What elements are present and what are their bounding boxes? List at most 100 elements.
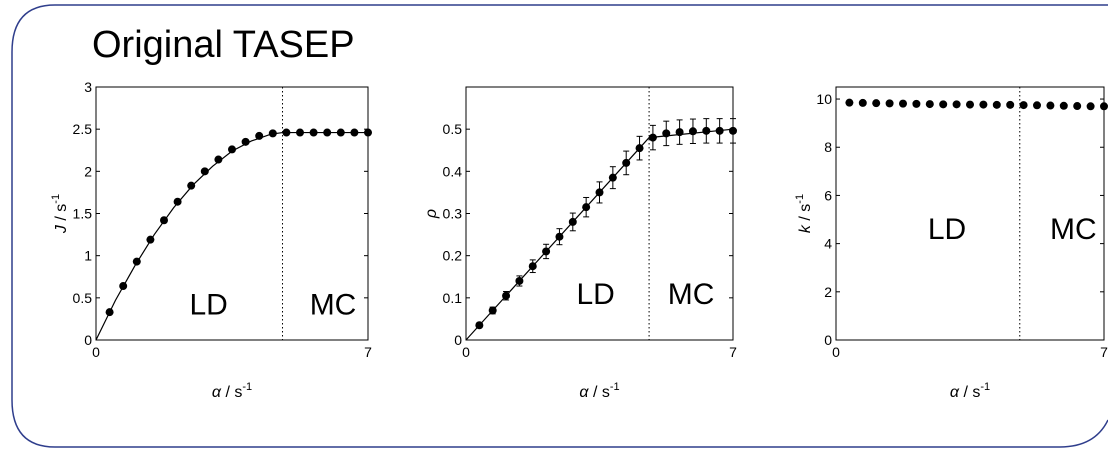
data-point (1019, 101, 1028, 110)
data-point (899, 99, 907, 108)
data-point (364, 128, 372, 137)
data-point (595, 188, 604, 197)
data-point (132, 257, 141, 266)
x-tick-label: 0 (462, 344, 470, 360)
rounded-frame-border (11, 4, 1108, 448)
data-point (1086, 102, 1095, 111)
data-point (729, 126, 737, 135)
data-point (845, 98, 854, 107)
data-point (885, 99, 894, 108)
x-tick-label: 0 (832, 344, 840, 360)
data-point (502, 291, 511, 300)
x-tick-label: 7 (1100, 344, 1108, 360)
y-tick-label: 6 (824, 187, 832, 203)
y-tick-label: 0.2 (443, 248, 463, 264)
data-point (241, 137, 250, 146)
x-axis-label: α / s-1 (579, 381, 619, 401)
data-point (515, 276, 524, 285)
data-point (635, 144, 644, 153)
data-point (268, 129, 277, 138)
data-point (688, 127, 697, 136)
y-axis-label: k / s-1 (794, 194, 814, 233)
data-point (1033, 101, 1041, 110)
data-point (309, 128, 318, 137)
x-axis-label: α / s-1 (212, 381, 252, 401)
data-point (662, 129, 671, 138)
y-tick-label: 0.1 (443, 290, 463, 306)
y-tick-label: 2 (824, 284, 832, 300)
data-point (568, 217, 577, 226)
data-point (675, 128, 684, 137)
x-tick-label: 0 (92, 344, 100, 360)
y-tick-label: 0.3 (443, 206, 463, 222)
data-point (528, 262, 537, 271)
plot-frame (835, 86, 1105, 341)
region-label: LD (928, 213, 966, 246)
data-point (872, 99, 881, 108)
data-point (979, 100, 988, 109)
y-tick-label: 2.5 (73, 121, 93, 137)
y-axis-label: J / s-1 (50, 194, 70, 234)
data-point (323, 128, 332, 137)
data-point (228, 145, 236, 154)
y-tick-label: 0 (824, 332, 832, 348)
data-point (858, 98, 867, 107)
data-point (715, 126, 724, 135)
data-point (966, 100, 974, 109)
data-point (296, 128, 304, 137)
data-point (702, 126, 711, 135)
data-point (952, 100, 961, 109)
data-point (255, 131, 264, 140)
data-point (992, 100, 1001, 109)
data-point (555, 232, 564, 241)
y-tick-label: 0.4 (443, 163, 463, 179)
region-label: MC (1050, 213, 1097, 246)
region-label: LD (577, 278, 615, 311)
data-point (939, 100, 948, 109)
page-title: Original TASEP (92, 24, 355, 66)
x-tick-label: 7 (364, 344, 372, 360)
chart-panel-3: 0 2 4 6 8 10 0 7 LD MC α / s-1 k / s-1 (794, 86, 1108, 401)
region-label: MC (310, 289, 357, 322)
data-point (1046, 101, 1055, 110)
data-point (214, 155, 223, 164)
data-point (488, 306, 497, 315)
y-tick-label: 0 (454, 332, 462, 348)
y-tick-label: 0 (84, 332, 92, 348)
data-point (1073, 102, 1082, 111)
y-tick-label: 2 (84, 163, 92, 179)
data-point (187, 181, 196, 190)
data-point (200, 167, 209, 176)
y-tick-label: 4 (824, 236, 832, 252)
y-tick-label: 0.5 (443, 121, 463, 137)
region-label: MC (668, 278, 715, 311)
data-point (173, 197, 182, 206)
y-tick-label: 1.5 (73, 206, 93, 222)
data-point (1006, 100, 1015, 109)
y-tick-label: 0.5 (73, 290, 93, 306)
x-tick-label: 7 (729, 344, 737, 360)
data-point (582, 203, 591, 212)
chart-panel-2: 0 0.1 0.2 0.3 0.4 0.5 0 7 LD MC α / s-1 ρ (423, 86, 737, 401)
data-point (925, 100, 934, 109)
y-tick-label: 10 (816, 91, 832, 107)
data-point (160, 216, 168, 225)
data-point (350, 128, 359, 137)
data-point (282, 128, 291, 137)
data-point (119, 282, 128, 291)
data-point (912, 99, 921, 108)
data-point (475, 321, 484, 330)
data-point (105, 308, 114, 317)
data-point (1100, 102, 1108, 111)
y-tick-label: 8 (824, 139, 832, 155)
data-point (1059, 101, 1068, 110)
data-point (648, 133, 657, 142)
data-point (622, 158, 631, 167)
region-label: LD (190, 289, 228, 322)
y-tick-label: 3 (84, 79, 92, 95)
x-axis-label: α / s-1 (950, 381, 990, 401)
data-point (336, 128, 345, 137)
